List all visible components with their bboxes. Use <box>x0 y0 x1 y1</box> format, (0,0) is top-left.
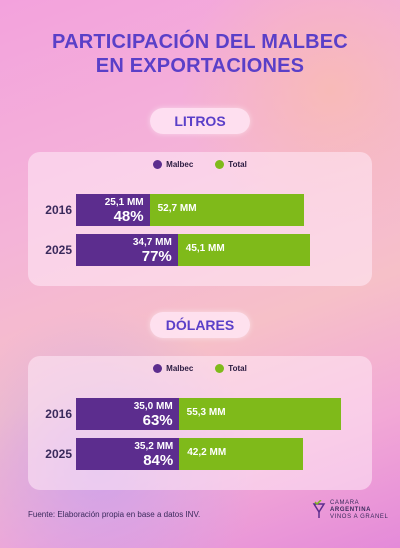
bar-total: 45,1 MM <box>177 234 311 266</box>
legend-item-total: Total <box>215 364 247 373</box>
year-label: 2025 <box>45 243 72 257</box>
wine-glass-icon <box>312 500 326 518</box>
share-label-malbec: 48% <box>113 208 144 225</box>
logo-text: CAMARA ARGENTINA VINOS A GRANEL <box>330 500 388 521</box>
legend-label-total: Total <box>228 160 247 169</box>
legend-item-malbec: Malbec <box>153 364 193 373</box>
bar-malbec: 35,2 MM 84% <box>76 438 180 470</box>
data-label-total: 45,1 MM <box>185 243 225 254</box>
year-label: 2016 <box>45 407 72 421</box>
bar-total: 55,3 MM <box>178 398 341 430</box>
page-title: PARTICIPACIÓN DEL MALBEC EN EXPORTACIONE… <box>0 30 400 78</box>
chart-card-dolares: Malbec Total 2016 35,0 MM 63% 55,3 MM 2025 35… <box>28 356 372 490</box>
data-label-total: 42,2 MM <box>187 447 227 458</box>
bar-total: 42,2 MM <box>179 438 304 470</box>
year-label: 2016 <box>45 203 72 217</box>
data-label-malbec: 35,2 MM <box>134 441 174 452</box>
chart-legend: Malbec Total <box>28 364 372 373</box>
data-label-total: 52,7 MM <box>157 203 197 214</box>
bar-malbec: 34,7 MM 77% <box>76 234 178 266</box>
section-pill-dolares: DÓLARES <box>150 312 250 338</box>
legend-label-malbec: Malbec <box>166 160 194 169</box>
logo-line-2: ARGENTINA <box>330 507 372 513</box>
chart-card-litros: Malbec Total 2016 25,1 MM 48% 52,7 MM 2025 34… <box>28 152 372 286</box>
legend-label-total: Total <box>228 364 247 373</box>
logo-line-1: CAMARA <box>330 500 360 506</box>
share-label-malbec: 63% <box>142 412 173 429</box>
legend-dot-malbec <box>153 160 163 169</box>
title-line-1: PARTICIPACIÓN DEL MALBEC <box>52 31 348 53</box>
data-label-malbec: 25,1 MM <box>104 197 144 208</box>
data-label-total: 55,3 MM <box>186 407 226 418</box>
legend-item-total: Total <box>215 160 247 169</box>
legend-label-malbec: Malbec <box>166 364 194 373</box>
logo-line-3: VINOS A GRANEL <box>330 514 389 520</box>
logo: CAMARA ARGENTINA VINOS A GRANEL <box>312 500 388 521</box>
legend-item-malbec: Malbec <box>153 160 193 169</box>
share-label-malbec: 84% <box>143 452 174 469</box>
data-label-malbec: 34,7 MM <box>132 237 172 248</box>
source-note: Fuente: Elaboración propia en base a dat… <box>28 510 201 519</box>
chart-legend: Malbec Total <box>28 160 372 169</box>
bar-malbec: 35,0 MM 63% <box>76 398 179 430</box>
title-line-2: EN EXPORTACIONES <box>95 55 305 77</box>
bar-total: 52,7 MM <box>149 194 305 226</box>
legend-dot-malbec <box>153 364 163 373</box>
bar-malbec: 25,1 MM 48% <box>76 194 150 226</box>
data-label-malbec: 35,0 MM <box>133 401 173 412</box>
year-label: 2025 <box>45 447 72 461</box>
section-pill-litros: LITROS <box>150 108 250 134</box>
share-label-malbec: 77% <box>141 248 172 265</box>
legend-dot-total <box>215 160 225 169</box>
legend-dot-total <box>215 364 225 373</box>
